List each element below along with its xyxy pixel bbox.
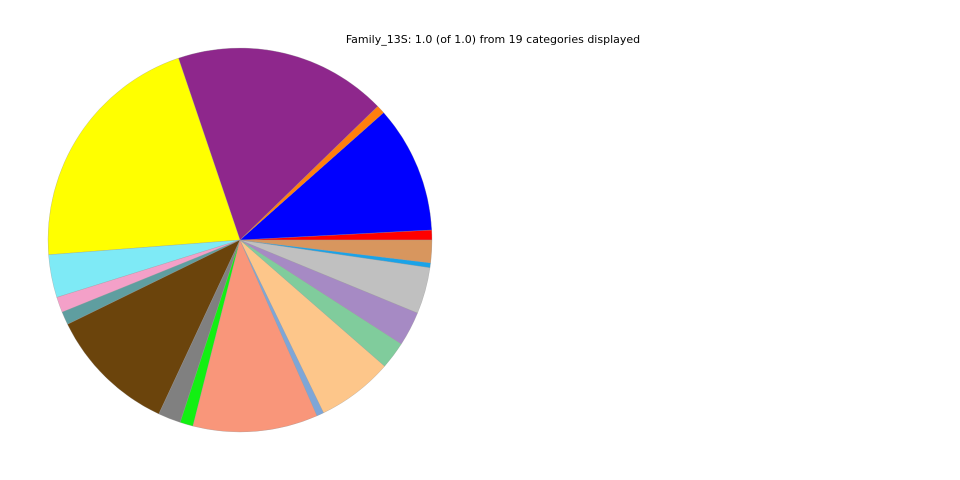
pie-slice	[192, 239, 318, 433]
pie-slice	[67, 239, 241, 415]
pie	[47, 47, 433, 433]
pie-slice	[47, 57, 241, 255]
pie-slice	[239, 239, 433, 264]
pie-slice	[239, 112, 432, 241]
chart-title: Family_13S: 1.0 (of 1.0) from 19 categor…	[346, 33, 640, 46]
pie-slice	[178, 47, 378, 241]
